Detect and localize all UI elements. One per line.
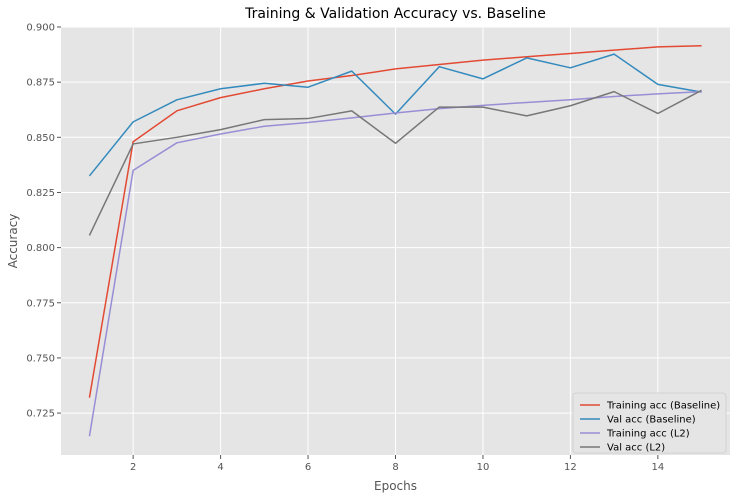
y-axis-ticks: 0.725 0.750 0.775 0.800 0.825 0.850 0.875 0.900 [26,23,61,420]
x-tick-label: 14 [651,462,664,473]
series-line-2 [88,53,702,177]
x-tick-label: 10 [477,462,490,473]
series-line-3 [88,90,702,437]
x-tick-label: 8 [392,462,398,473]
series-lines [88,45,702,437]
series-line-1 [88,45,702,398]
y-tick-label: 0.825 [26,188,55,199]
x-tick-label: 4 [217,462,223,473]
x-tick-label: 6 [305,462,311,473]
x-axis-ticks: 2 4 6 8 10 12 14 [130,455,664,473]
x-axis-label: Epochs [374,479,417,493]
y-tick-label: 0.775 [26,298,55,309]
legend-entry-label: Training acc (Baseline) [606,401,720,412]
x-tick-label: 2 [130,462,136,473]
y-tick-label: 0.875 [26,78,55,89]
y-tick-label: 0.900 [26,23,55,34]
y-tick-label: 0.750 [26,353,55,364]
x-tick-label: 12 [564,462,577,473]
y-tick-label: 0.850 [26,133,55,144]
legend: Training acc (Baseline) Val acc (Baseline… [572,392,727,454]
legend-entry-label: Val acc (Baseline) [607,415,696,426]
series-line-4 [88,89,702,236]
legend-box [572,392,727,454]
y-axis-label: Accuracy [6,214,20,269]
chart-title: Training & Validation Accuracy vs. Basel… [244,6,546,22]
y-tick-label: 0.725 [26,409,55,420]
legend-entry-label: Training acc (L2) [606,429,690,440]
y-tick-label: 0.800 [26,243,55,254]
grid [61,26,730,455]
legend-entry-label: Val acc (L2) [607,443,665,454]
